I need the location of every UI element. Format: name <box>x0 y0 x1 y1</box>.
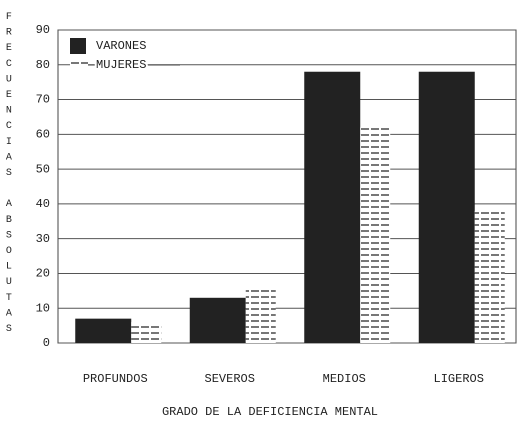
y-tick-label: 10 <box>36 301 50 315</box>
bar <box>189 297 246 343</box>
x-tick-label: MEDIOS <box>323 372 366 386</box>
y-tick-label: 40 <box>36 197 50 211</box>
bar <box>245 287 276 343</box>
bar <box>418 71 475 343</box>
y-tick-label: 80 <box>36 58 50 72</box>
x-axis-label: GRADO DE LA DEFICIENCIA MENTAL <box>162 405 378 419</box>
legend-label: VARONES <box>96 39 146 53</box>
bar <box>131 322 162 343</box>
x-tick-label: SEVEROS <box>205 372 255 386</box>
bar <box>360 127 391 343</box>
legend-swatch <box>70 62 88 68</box>
legend-label: MUJERES <box>96 58 146 72</box>
x-tick-label: LIGEROS <box>434 372 484 386</box>
y-tick-label: 0 <box>43 336 50 350</box>
y-tick-label: 20 <box>36 267 50 281</box>
y-tick-label: 90 <box>36 23 50 37</box>
y-tick-label: 50 <box>36 162 50 176</box>
y-tick-label: 30 <box>36 232 50 246</box>
bar <box>474 210 505 343</box>
legend-swatch <box>70 38 86 54</box>
y-axis-label: FRECUENCIAS ABSOLUTAS <box>3 12 14 340</box>
bar <box>304 71 361 343</box>
y-tick-label: 60 <box>36 128 50 142</box>
x-tick-label: PROFUNDOS <box>83 372 148 386</box>
bar <box>75 318 132 343</box>
y-tick-label: 70 <box>36 93 50 107</box>
